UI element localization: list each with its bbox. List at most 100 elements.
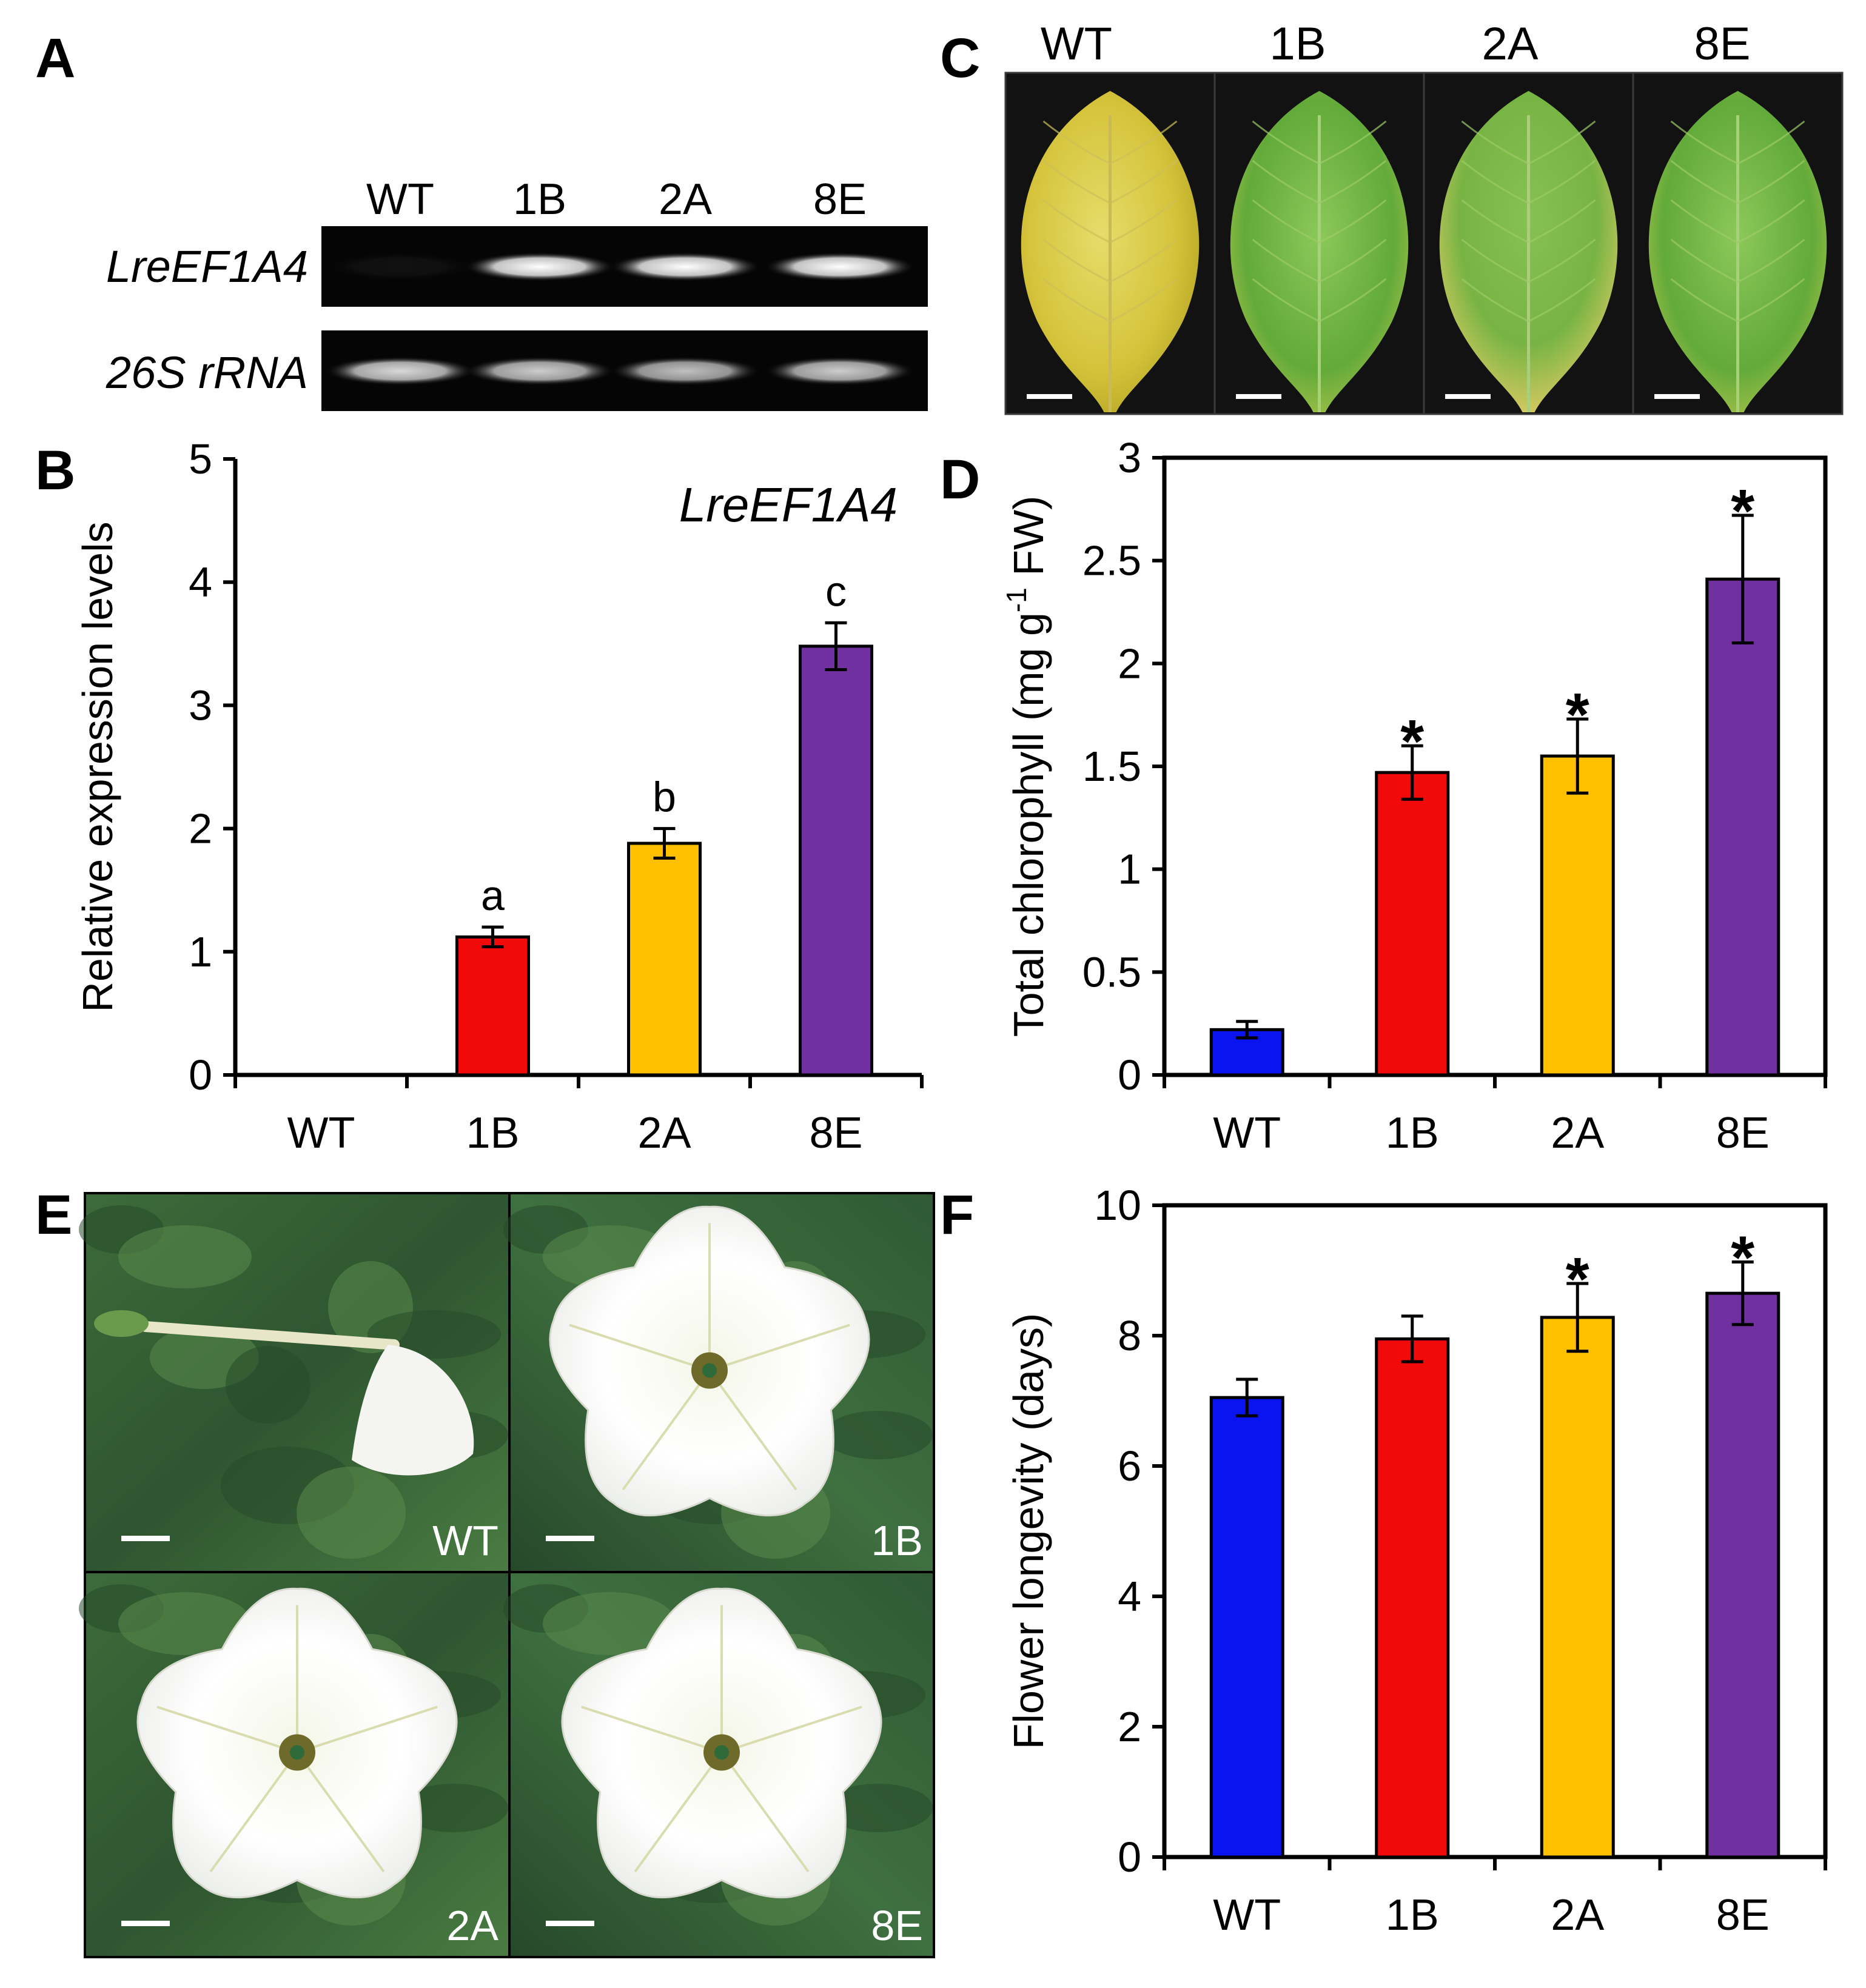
leaf-vein [1109, 278, 1178, 323]
panel-label-e: E [35, 1184, 73, 1246]
gel-band [464, 252, 616, 281]
flower-stigma [714, 1745, 729, 1760]
leaf-vein [1109, 120, 1178, 165]
y-tick-label: 6 [1118, 1442, 1141, 1490]
panel-label-b: B [35, 440, 76, 501]
leaf-vein [1252, 159, 1320, 204]
flower-photo-label: WT [432, 1517, 498, 1564]
wilted-corolla [352, 1345, 474, 1476]
y-tick-label: 0 [189, 1051, 212, 1099]
leaf-vein [1318, 159, 1387, 204]
flower-panel: WT 1B 2A 8E [79, 1192, 935, 1958]
leaf-vein [1528, 199, 1596, 244]
bar-8e [799, 644, 873, 1077]
leaf-vein [1528, 159, 1596, 204]
y-tick-label: 0 [1118, 1833, 1141, 1881]
leaf-panel: WT 1B 2A 8E [1004, 18, 1844, 415]
gel-band [764, 356, 916, 386]
leaf-vein [1461, 159, 1529, 204]
leaf-vein [1109, 199, 1178, 244]
scale-bar [1445, 394, 1491, 399]
leaf-vein [1461, 278, 1529, 323]
flower-photo-label: 1B [871, 1517, 923, 1564]
bar-1b [1375, 771, 1450, 1077]
y-tick-label: 5 [189, 435, 212, 483]
chart-relative-expression: 0 1 2 3 4 5 WT a 1B b 2A c 8E Relative expression lev… [74, 435, 924, 1157]
x-tick-label: 1B [1386, 1891, 1439, 1939]
leaf-vein [1042, 238, 1111, 283]
scale-bar [1236, 394, 1281, 399]
significance-label: c [825, 567, 847, 615]
leaf-vein [1252, 278, 1320, 323]
y-tick-label: 2 [1118, 1703, 1141, 1750]
leaf-vein [1042, 159, 1111, 204]
x-tick-label: 2A [1551, 1891, 1604, 1939]
y-tick-label: 4 [189, 558, 212, 606]
foliage [824, 1784, 933, 1832]
leaf-vein [1461, 199, 1529, 244]
significance-label: b [653, 774, 676, 821]
panel-label-c: C [940, 27, 981, 89]
significance-label: * [1566, 1245, 1589, 1313]
foliage [118, 1225, 252, 1288]
leaf-vein [1670, 120, 1739, 165]
gel-band [764, 252, 916, 281]
x-tick-label: WT [1213, 1109, 1281, 1157]
leaf-lane-label: 8E [1694, 18, 1751, 70]
gel-lane-label: 8E [813, 175, 867, 224]
y-tick-label: 2 [1118, 640, 1141, 687]
flower-photo-label: 2A [446, 1902, 498, 1949]
y-tick-label: 3 [189, 681, 212, 729]
gel-row-label: LreEF1A4 [106, 241, 308, 292]
gel-band [609, 252, 761, 281]
x-tick-label: 2A [637, 1109, 691, 1157]
leaf-vein [1109, 238, 1178, 283]
leaf-vein [1737, 278, 1805, 323]
y-tick-label: 1.5 [1082, 743, 1141, 790]
leaf-vein [1318, 120, 1387, 165]
leaf-vein [1737, 159, 1805, 204]
petal-vein [581, 1705, 722, 1754]
x-tick-label: 8E [1716, 1891, 1770, 1939]
x-tick-label: 8E [809, 1109, 862, 1157]
flower-calyx [94, 1310, 149, 1337]
flower-stigma [702, 1363, 717, 1378]
leaf-vein [1461, 120, 1529, 165]
chart-inset-label: LreEF1A4 [679, 478, 898, 532]
petal-vein [709, 1324, 850, 1372]
gel-band [324, 252, 476, 281]
y-axis-label: Relative expression levels [74, 521, 121, 1012]
foliage [399, 1784, 508, 1832]
bar-8e [1705, 577, 1780, 1077]
bar-wt [1209, 1396, 1284, 1859]
x-tick-label: 1B [1386, 1109, 1439, 1157]
leaf-vein [1109, 159, 1178, 204]
significance-label: a [481, 872, 505, 919]
leaf-vein [1318, 199, 1387, 244]
petal-vein [634, 1752, 723, 1873]
leaf-vein [1737, 120, 1805, 165]
flower-stigma [290, 1745, 304, 1760]
y-axis-label: Flower longevity (days) [1005, 1313, 1052, 1750]
y-tick-label: 1 [189, 928, 212, 976]
scale-bar [1654, 394, 1700, 399]
leaf-vein [1318, 278, 1387, 323]
leaf-lane-label: WT [1041, 18, 1112, 70]
significance-label: * [1731, 1224, 1754, 1292]
petal-vein [156, 1705, 298, 1754]
leaf-lane-label: 1B [1270, 18, 1326, 70]
y-tick-label: 2.5 [1082, 537, 1141, 584]
y-tick-label: 1 [1118, 846, 1141, 893]
leaf-vein [1737, 199, 1805, 244]
leaf-vein [1670, 159, 1739, 204]
y-tick-label: 8 [1118, 1312, 1141, 1359]
x-tick-label: WT [287, 1109, 355, 1157]
gel-band [609, 356, 761, 386]
leaf-vein [1670, 238, 1739, 283]
y-tick-label: 2 [189, 805, 212, 852]
bar-8e [1705, 1291, 1780, 1859]
panel-label-a: A [35, 27, 76, 89]
petal-vein [569, 1324, 710, 1372]
gel-row-label: 26S rRNA [106, 347, 308, 398]
